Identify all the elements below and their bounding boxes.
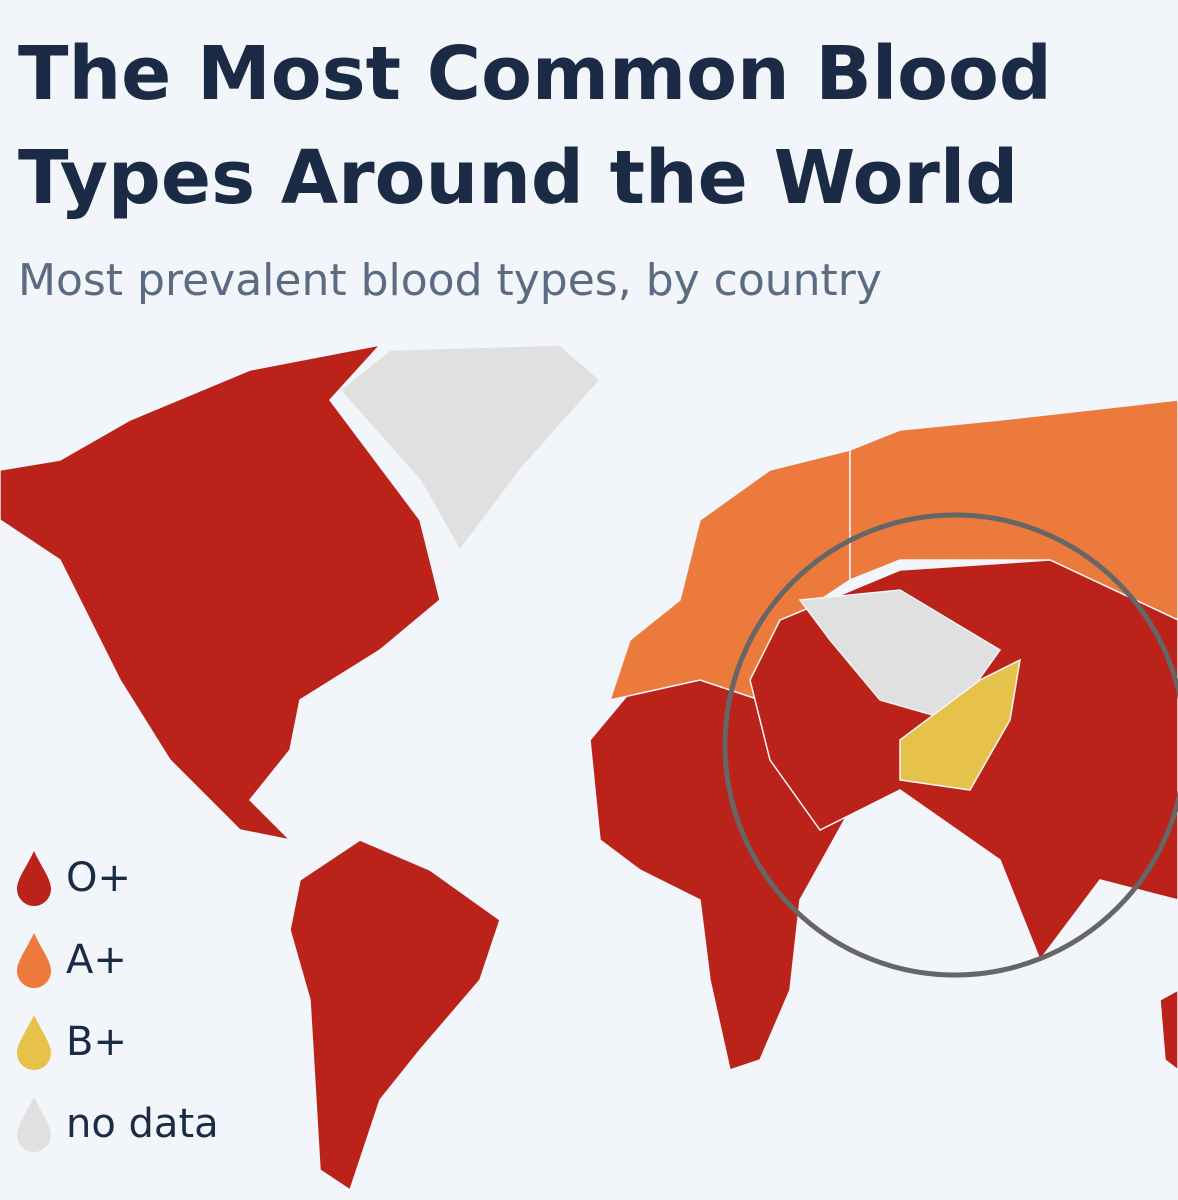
world-map [0,343,1178,1192]
south-america [289,839,501,1192]
legend-drop [17,851,51,906]
legend-label: B+ [66,1019,127,1065]
pakistan [899,658,1021,791]
north-america [0,343,441,842]
legend: O+ A+ B+ no data [17,851,219,1152]
legend-label: no data [66,1101,219,1147]
title: The Most Common Blood Types Around the W… [18,31,1052,221]
legend-drop [17,1015,51,1070]
legend-label: O+ [66,855,131,901]
legend-label: A+ [66,937,127,983]
legend-drop [17,933,51,988]
subtitle: Most prevalent blood types, by country [18,255,882,306]
greenland [338,344,602,552]
highlight-circle [722,512,1178,978]
legend-drop [17,1097,51,1152]
australia [1159,989,1178,1071]
